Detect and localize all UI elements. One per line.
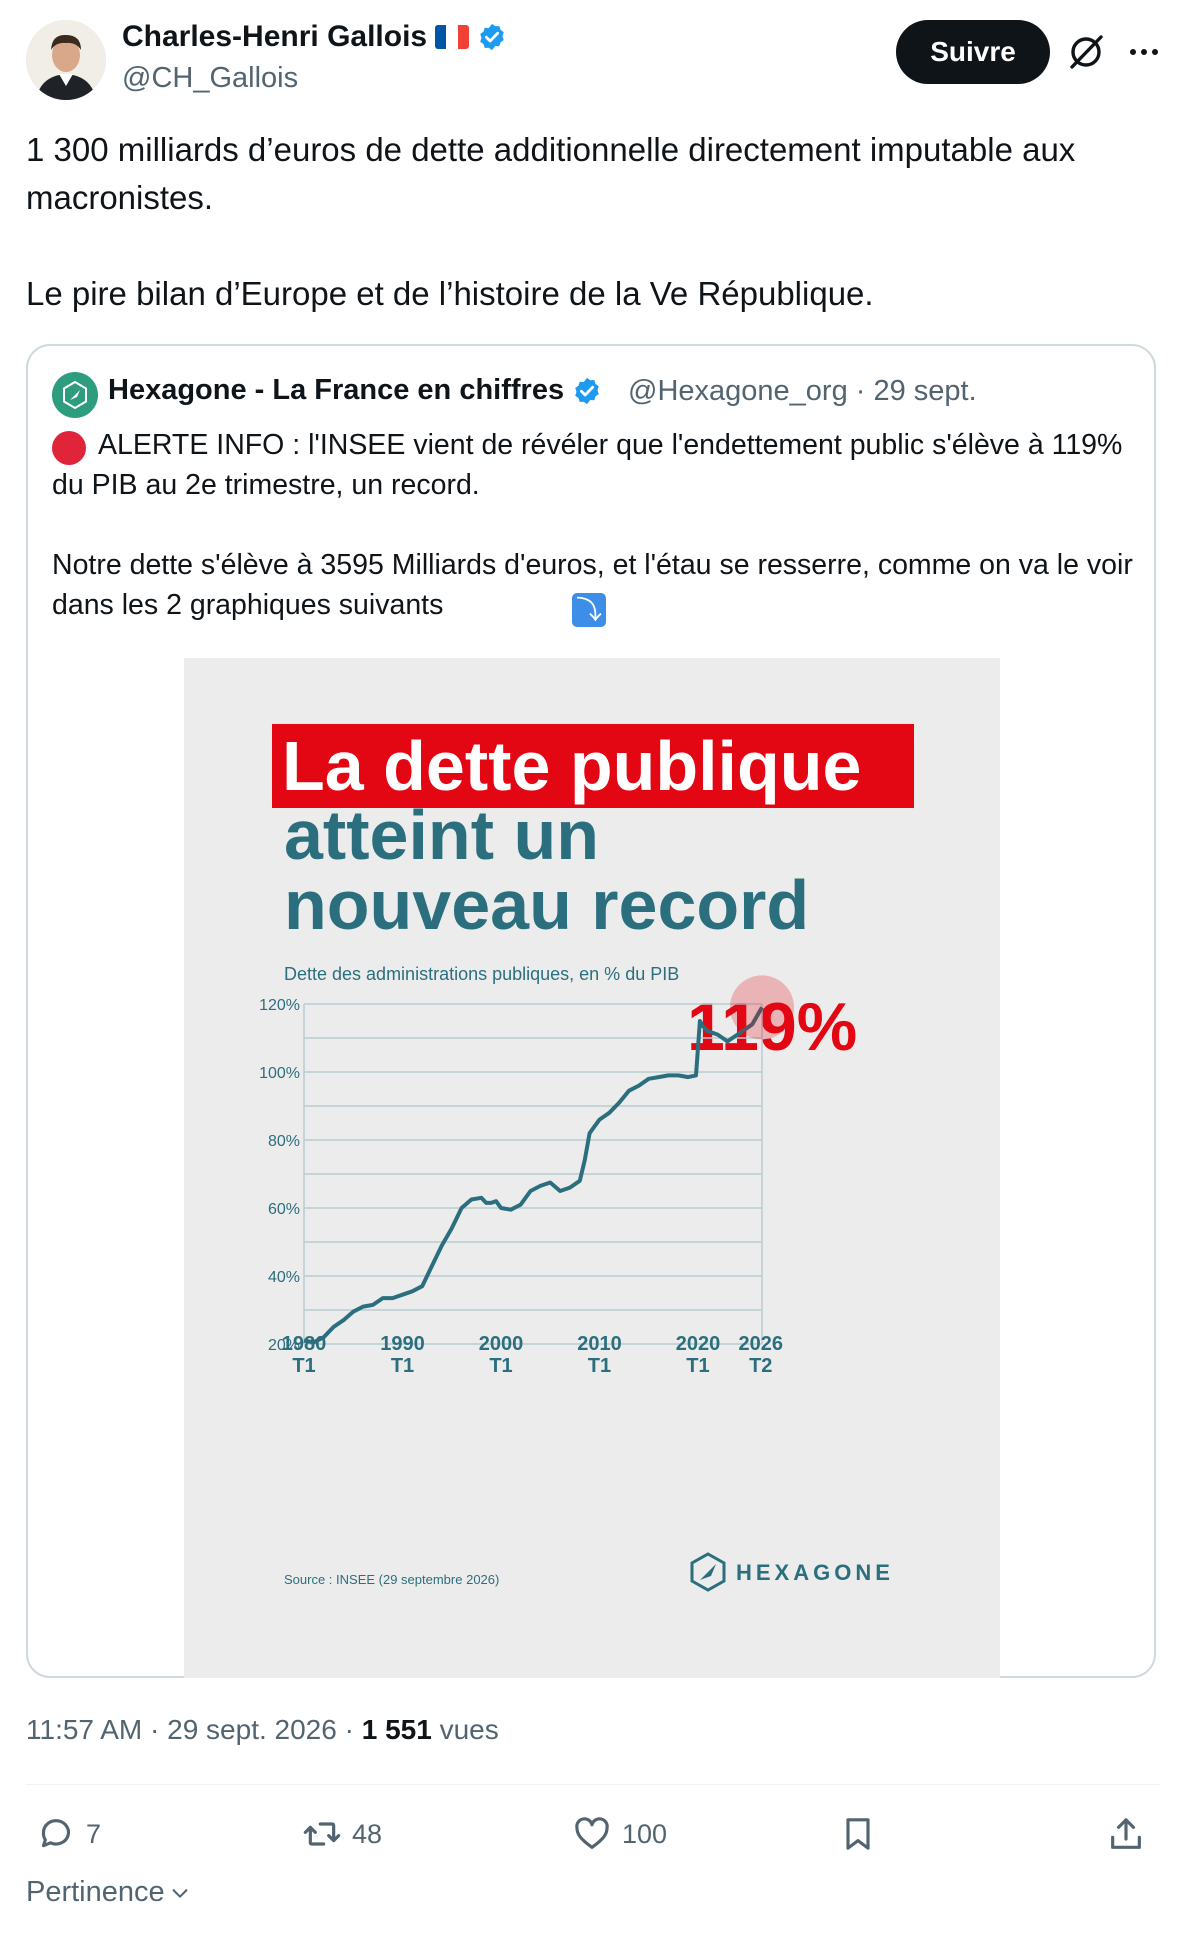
y-tick-label: 100% — [259, 1065, 300, 1082]
author-name[interactable]: Charles-Henri Gallois — [122, 20, 507, 54]
chart-source: Source : INSEE (29 septembre 2026) — [284, 1572, 499, 1587]
quoted-date[interactable]: 29 sept. — [873, 375, 977, 407]
like-count: 100 — [622, 1818, 668, 1849]
retweet-icon — [303, 1822, 341, 1846]
divider — [26, 1784, 1160, 1785]
infographic-title-line2: atteint un — [284, 796, 599, 874]
quoted-author[interactable]: Hexagone - La France en chiffres — [108, 374, 602, 407]
quoted-text: ALERTE INFO : l'INSEE vient de révéler q… — [52, 425, 1142, 627]
title-highlight-box — [272, 724, 914, 808]
share-icon — [1111, 1818, 1141, 1849]
verified-badge-icon — [480, 23, 504, 51]
hexagone-logo-icon — [63, 380, 87, 410]
tweet-time: 11:57 AM — [26, 1714, 143, 1745]
hexagone-logo-icon — [690, 1552, 726, 1592]
latest-value-marker — [730, 975, 794, 1040]
x-tick-quarter: T1 — [686, 1355, 709, 1377]
x-tick-quarter: T1 — [489, 1355, 512, 1377]
sort-dropdown[interactable]: Pertinence — [26, 1876, 191, 1909]
chevron-down-icon — [172, 1888, 188, 1898]
chart-grid — [303, 1003, 763, 1345]
x-tick-quarter: T1 — [588, 1355, 611, 1377]
tweet-text: 1 300 milliards d’euros de dette additio… — [26, 131, 1076, 312]
y-tick-label: 20% — [268, 1337, 300, 1354]
y-tick-label: 120% — [259, 997, 300, 1014]
y-tick-label: 60% — [268, 1201, 300, 1218]
more-options-icon[interactable] — [1122, 30, 1166, 74]
x-tick-year: 1980 — [282, 1333, 327, 1355]
bookmark-icon — [846, 1818, 870, 1850]
highlight-value: 119% — [687, 989, 857, 1065]
author-handle[interactable]: @CH_Gallois — [122, 62, 299, 94]
reply-button[interactable]: 7 — [36, 1808, 101, 1860]
retweet-button[interactable]: 48 — [302, 1808, 382, 1860]
tweet-timestamp[interactable]: 11:57 AM · 29 sept. 2026 · 1 551 vues — [26, 1714, 499, 1745]
quoted-author-name: Hexagone - La France en chiffres — [108, 374, 565, 406]
x-tick-quarter: T1 — [292, 1355, 315, 1377]
follow-button[interactable]: Suivre — [896, 20, 1050, 84]
infographic-title-line3: nouveau record — [284, 866, 809, 944]
y-tick-label: 40% — [268, 1269, 300, 1286]
share-button[interactable] — [1106, 1808, 1146, 1860]
author-avatar[interactable] — [26, 20, 106, 100]
meta-separator: · — [847, 375, 874, 407]
reply-count: 7 — [86, 1818, 102, 1849]
brand-name: HEXAGONE — [736, 1560, 894, 1585]
reply-icon — [41, 1819, 71, 1848]
verified-badge-icon — [575, 377, 599, 404]
y-tick-label: 80% — [268, 1133, 300, 1150]
sort-label: Pertinence — [26, 1876, 165, 1908]
quoted-text-body: ALERTE INFO : l'INSEE vient de révéler q… — [52, 429, 1133, 621]
x-tick-year: 1990 — [380, 1333, 425, 1355]
author-name-text: Charles-Henri Gallois — [122, 20, 428, 53]
views-label: vues — [439, 1714, 499, 1745]
x-tick-year: 2010 — [577, 1333, 622, 1355]
views-count: 1 551 — [361, 1714, 432, 1745]
heart-icon — [575, 1817, 609, 1849]
france-flag-icon — [435, 25, 470, 49]
x-tick-quarter: T1 — [391, 1355, 414, 1377]
tweet-date: 29 sept. 2026 — [167, 1714, 337, 1745]
like-button[interactable]: 100 — [572, 1808, 667, 1860]
infographic-image[interactable]: La dette publique atteint un nouveau rec… — [184, 658, 1000, 1678]
x-tick-year: 2020 — [676, 1333, 721, 1355]
retweet-count: 48 — [352, 1818, 383, 1849]
x-tick-year: 2000 — [479, 1333, 524, 1355]
infographic-title-line1: La dette publique — [282, 727, 861, 805]
quoted-avatar[interactable] — [52, 372, 98, 418]
y-axis-ticks: 20% 40% 60% 80% 100% 120% — [259, 997, 300, 1354]
quoted-meta: @Hexagone_org · 29 sept. — [628, 375, 977, 408]
series-debt-line — [303, 1006, 764, 1345]
x-tick-quarter: T2 — [749, 1355, 772, 1377]
chart-subtitle: Dette des administrations publiques, en … — [284, 964, 679, 984]
bookmark-button[interactable] — [838, 1808, 878, 1860]
quoted-handle: @Hexagone_org — [628, 375, 848, 407]
red-circle-icon — [52, 431, 86, 465]
arrow-down-right-icon: ⤵ — [572, 593, 606, 627]
grok-icon[interactable] — [1064, 30, 1108, 74]
x-tick-year: 2026 — [739, 1333, 784, 1355]
